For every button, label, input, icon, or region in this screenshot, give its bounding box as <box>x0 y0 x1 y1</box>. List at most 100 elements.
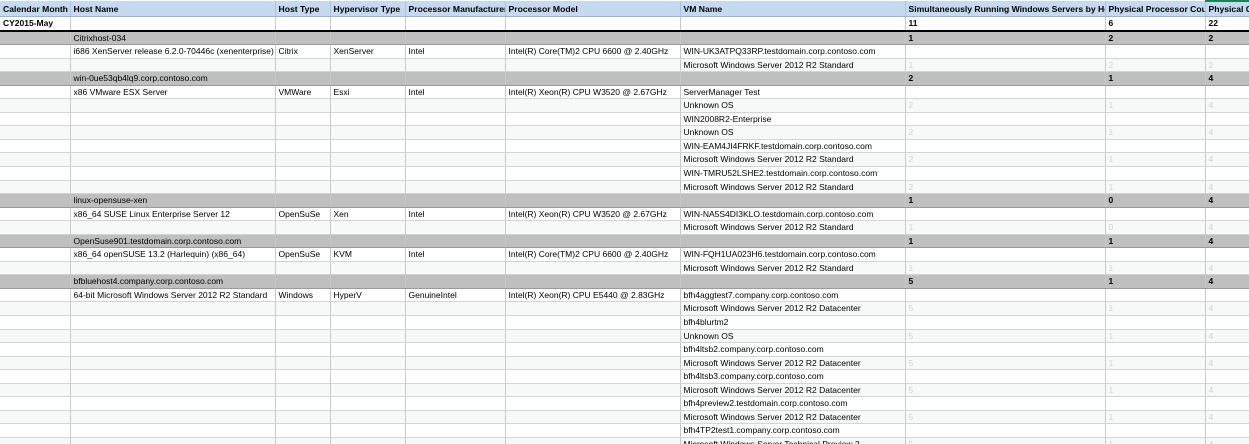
cell-host_name[interactable]: Citrixhost-034 <box>70 30 276 46</box>
cell-host_type[interactable] <box>275 30 331 46</box>
cell-host_type[interactable] <box>275 166 331 181</box>
cell-host_type[interactable] <box>275 71 331 86</box>
cell-host_name[interactable] <box>70 437 276 444</box>
cell-host_name[interactable] <box>70 58 276 73</box>
cell-host_type[interactable] <box>275 112 331 127</box>
cell-physical_core[interactable]: 4 <box>1205 301 1249 317</box>
cell-host_type[interactable] <box>275 125 331 140</box>
host-group-row[interactable]: win-0ue53qb4lq9.corp.contoso.com 2 1 4 <box>0 71 1249 86</box>
cell-processor_model[interactable]: Intel(R) Xeon(R) CPU W3520 @ 2.67GHz <box>505 85 681 100</box>
cell-hypervisor_type[interactable] <box>330 410 406 425</box>
cell-processor_manufacturer[interactable] <box>405 410 506 425</box>
cell-host_name[interactable]: linux-opensuse-xen <box>70 193 276 208</box>
cell-calendar_month[interactable] <box>0 207 71 222</box>
cell-hypervisor_type[interactable]: KVM <box>330 247 406 262</box>
table-row[interactable]: Microsoft Windows Server 2012 R2 Datacen… <box>0 383 1249 398</box>
cell-simultaneous_servers[interactable]: 5 <box>905 437 1106 444</box>
cell-physical_core[interactable]: 4 <box>1205 152 1249 167</box>
cell-vm_name[interactable]: WIN-UK3ATPQ33RP.testdomain.corp.contoso.… <box>680 44 906 59</box>
cell-physical_processor_count[interactable]: 1 <box>1105 71 1206 86</box>
cell-hypervisor_type[interactable] <box>330 180 406 195</box>
column-header-processor_manufacturer[interactable]: Processor Manufacturer <box>405 1 506 17</box>
cell-host_name[interactable]: OpenSuse901.testdomain.corp.contoso.com <box>70 234 276 249</box>
cell-simultaneous_servers[interactable] <box>905 139 1106 154</box>
cell-processor_manufacturer[interactable] <box>405 220 506 235</box>
cell-calendar_month[interactable] <box>0 369 71 384</box>
cell-vm_name[interactable]: Microsoft Windows Server 2012 R2 Datacen… <box>680 383 906 398</box>
cell-vm_name[interactable]: WIN-EAM4JI4FRKF.testdomain.corp.contoso.… <box>680 139 906 154</box>
cell-simultaneous_servers[interactable]: 1 <box>905 30 1106 46</box>
cell-physical_core[interactable] <box>1205 112 1249 127</box>
cell-processor_manufacturer[interactable] <box>405 315 506 330</box>
cell-calendar_month[interactable] <box>0 301 71 317</box>
cell-vm_name[interactable]: WIN-TMRU52LSHE2.testdomain.corp.contoso.… <box>680 166 906 181</box>
cell-hypervisor_type[interactable] <box>330 383 406 398</box>
cell-host_type[interactable] <box>275 98 331 113</box>
cell-processor_model[interactable] <box>505 423 681 438</box>
cell-hypervisor_type[interactable]: HyperV <box>330 288 406 303</box>
cell-simultaneous_servers[interactable] <box>905 315 1106 330</box>
column-header-host_type[interactable]: Host Type <box>275 1 331 17</box>
cell-vm_name[interactable]: bfh4ltsb3.company.corp.contoso.com <box>680 369 906 384</box>
cell-processor_manufacturer[interactable] <box>405 125 506 140</box>
cell-hypervisor_type[interactable] <box>330 125 406 140</box>
cell-vm_name[interactable]: Unknown OS <box>680 329 906 344</box>
cell-physical_core[interactable] <box>1205 139 1249 154</box>
cell-hypervisor_type[interactable] <box>330 166 406 181</box>
table-row[interactable]: WIN-TMRU52LSHE2.testdomain.corp.contoso.… <box>0 166 1249 181</box>
cell-vm_name[interactable] <box>680 30 906 46</box>
cell-hypervisor_type[interactable]: Xen <box>330 207 406 222</box>
cell-host_type[interactable]: OpenSuSe <box>275 207 331 222</box>
cell-host_type[interactable] <box>275 193 331 208</box>
cell-simultaneous_servers[interactable] <box>905 369 1106 384</box>
cell-host_type[interactable] <box>275 369 331 384</box>
cell-host_name[interactable] <box>70 301 276 317</box>
cell-simultaneous_servers[interactable]: 2 <box>905 180 1106 195</box>
cell-hypervisor_type[interactable] <box>330 58 406 73</box>
cell-host_type[interactable] <box>275 139 331 154</box>
cell-processor_model[interactable] <box>505 315 681 330</box>
cell-processor_manufacturer[interactable] <box>405 112 506 127</box>
cell-hypervisor_type[interactable] <box>330 423 406 438</box>
table-row[interactable]: Unknown OS 5 1 4 <box>0 329 1249 344</box>
cell-processor_manufacturer[interactable] <box>405 193 506 208</box>
cell-physical_core[interactable]: 4 <box>1205 356 1249 371</box>
cell-physical_processor_count[interactable]: 1 <box>1105 301 1206 317</box>
cell-physical_core[interactable] <box>1205 207 1249 222</box>
cell-processor_manufacturer[interactable] <box>405 234 506 249</box>
cell-simultaneous_servers[interactable] <box>905 166 1106 181</box>
cell-processor_model[interactable] <box>505 220 681 235</box>
cell-simultaneous_servers[interactable] <box>905 247 1106 262</box>
cell-processor_manufacturer[interactable] <box>405 329 506 344</box>
table-row[interactable]: Microsoft Windows Server 2012 R2 Standar… <box>0 261 1249 276</box>
cell-host_name[interactable] <box>70 152 276 167</box>
cell-simultaneous_servers[interactable]: 1 <box>905 261 1106 276</box>
cell-calendar_month[interactable] <box>0 234 71 249</box>
cell-physical_processor_count[interactable]: 1 <box>1105 329 1206 344</box>
cell-host_name[interactable] <box>70 315 276 330</box>
cell-physical_core[interactable] <box>1205 44 1249 59</box>
cell-hypervisor_type[interactable] <box>330 152 406 167</box>
host-group-row[interactable]: linux-opensuse-xen 1 0 4 <box>0 193 1249 208</box>
cell-hypervisor_type[interactable] <box>330 112 406 127</box>
cell-physical_core[interactable]: 2 <box>1205 58 1249 73</box>
cell-host_type[interactable] <box>275 396 331 411</box>
cell-vm_name[interactable]: Microsoft Windows Server 2012 R2 Datacen… <box>680 356 906 371</box>
cell-processor_model[interactable]: Intel(R) Xeon(R) CPU W3520 @ 2.67GHz <box>505 207 681 222</box>
cell-physical_processor_count[interactable]: 1 <box>1105 356 1206 371</box>
cell-simultaneous_servers[interactable] <box>905 288 1106 303</box>
cell-host_name[interactable] <box>70 98 276 113</box>
cell-hypervisor_type[interactable] <box>330 30 406 46</box>
cell-host_name[interactable]: win-0ue53qb4lq9.corp.contoso.com <box>70 71 276 86</box>
cell-processor_manufacturer[interactable] <box>405 139 506 154</box>
cell-host_name[interactable]: i686 XenServer release 6.2.0-70446c (xen… <box>70 44 276 59</box>
cell-calendar_month[interactable] <box>0 125 71 140</box>
column-header-host_name[interactable]: Host Name <box>70 1 276 17</box>
cell-host_name[interactable] <box>70 139 276 154</box>
host-group-row[interactable]: bfbluehost4.company.corp.contoso.com 5 1 4 <box>0 274 1249 289</box>
cell-hypervisor_type[interactable]: XenServer <box>330 44 406 59</box>
cell-processor_manufacturer[interactable]: Intel <box>405 207 506 222</box>
table-row[interactable]: bfh4TP2test1.company.corp.contoso.com <box>0 423 1249 438</box>
cell-processor_manufacturer[interactable] <box>405 71 506 86</box>
cell-processor_manufacturer[interactable] <box>405 30 506 46</box>
